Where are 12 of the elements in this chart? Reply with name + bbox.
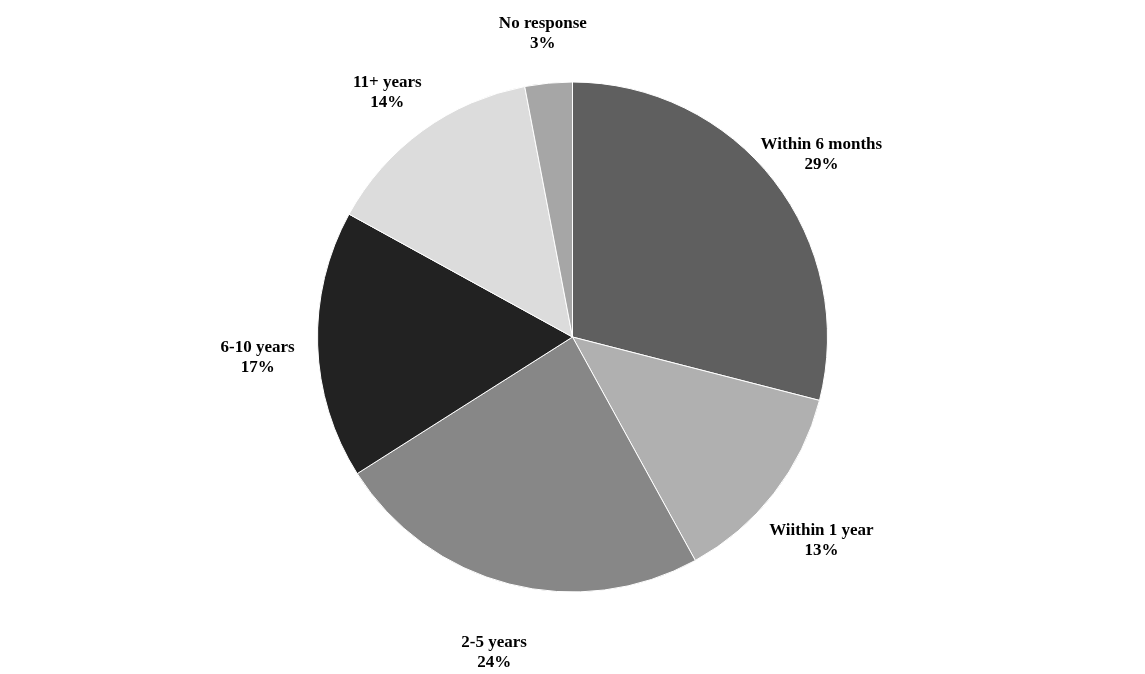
slice-label: Wiithin 1 year <box>769 520 875 540</box>
data-label: 29% <box>804 153 839 173</box>
slice-label: Within 6 months <box>760 133 883 153</box>
data-label: 17% <box>240 356 275 376</box>
data-label: 24% <box>477 652 512 672</box>
slice-label: No response <box>498 13 588 33</box>
data-label: 13% <box>804 540 839 560</box>
slice-label: 6-10 years <box>220 336 296 356</box>
data-label: 3% <box>530 33 556 53</box>
slice-label: 11+ years <box>352 72 423 92</box>
slice-label: 2-5 years <box>461 632 528 652</box>
data-label: 14% <box>370 92 405 112</box>
